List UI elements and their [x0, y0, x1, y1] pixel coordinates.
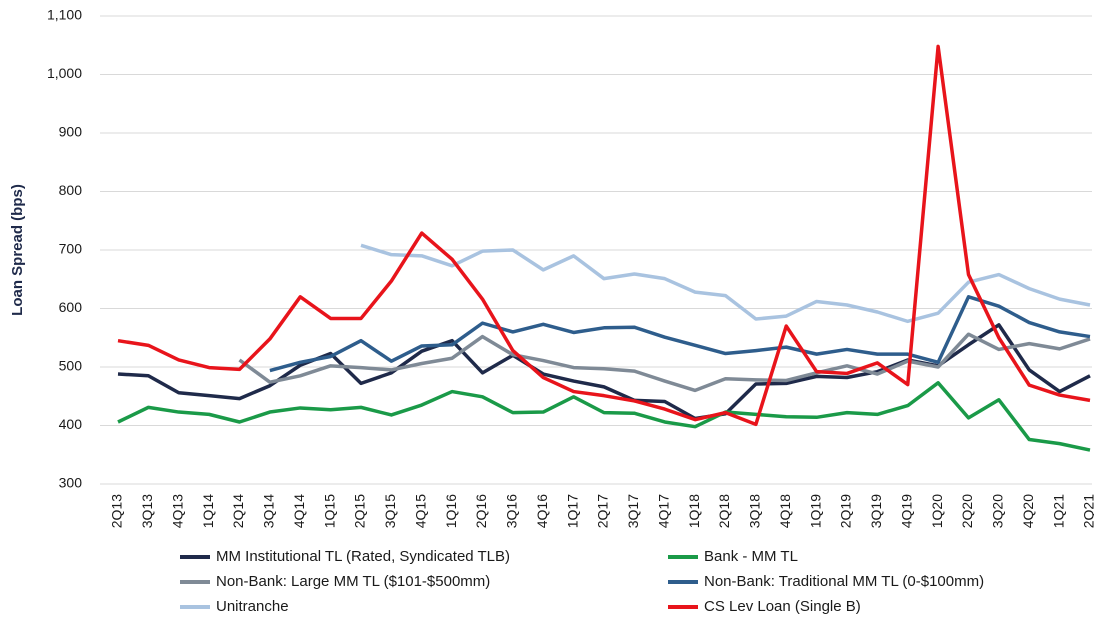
x-tick-label: 4Q14: [291, 494, 307, 528]
x-tick-label: 3Q14: [261, 494, 277, 528]
x-tick-label: 4Q15: [412, 494, 428, 528]
x-tick-label: 1Q15: [321, 494, 337, 528]
x-tick-label: 1Q19: [807, 494, 823, 528]
x-tick-label: 1Q17: [564, 494, 580, 528]
y-tick-label: 800: [59, 182, 83, 198]
y-tick-label: 300: [59, 475, 83, 491]
x-tick-label: 1Q20: [929, 494, 945, 528]
x-tick-label: 2Q13: [109, 494, 125, 528]
series-line: [360, 243, 1091, 324]
x-tick-label: 3Q16: [504, 494, 520, 528]
x-tick-label: 4Q13: [169, 494, 185, 528]
x-tick-label: 4Q20: [1020, 494, 1036, 528]
y-tick-label: 1,100: [47, 7, 82, 23]
x-tick-label: 3Q20: [990, 494, 1006, 528]
x-tick-label: 2Q19: [838, 494, 854, 528]
x-tick-label: 4Q18: [777, 494, 793, 528]
x-tick-label: 1Q18: [686, 494, 702, 528]
legend-label: Unitranche: [216, 598, 289, 615]
legend-label: CS Lev Loan (Single B): [704, 598, 861, 615]
y-axis-label: Loan Spread (bps): [9, 184, 26, 316]
x-tick-label: 1Q16: [443, 494, 459, 528]
series-line: [117, 44, 1091, 427]
x-tick-label: 2Q17: [595, 494, 611, 528]
legend-label: Non-Bank: Large MM TL ($101-$500mm): [216, 573, 490, 590]
y-tick-label: 700: [59, 241, 83, 257]
x-tick-label: 2Q21: [1081, 494, 1094, 528]
x-tick-label: 2Q15: [352, 494, 368, 528]
x-tick-label: 2Q14: [230, 494, 246, 528]
x-tick-label: 3Q18: [747, 494, 763, 528]
x-tick-label: 3Q13: [139, 494, 155, 528]
y-tick-label: 1,000: [47, 65, 82, 81]
x-tick-label: 3Q17: [625, 494, 641, 528]
y-tick-label: 500: [59, 358, 83, 374]
x-tick-label: 2Q20: [959, 494, 975, 528]
y-tick-label: 900: [59, 124, 83, 140]
y-tick-label: 600: [59, 299, 83, 315]
x-tick-label: 4Q16: [534, 494, 550, 528]
x-tick-label: 2Q16: [473, 494, 489, 528]
series-line: [238, 332, 1091, 393]
series-line: [117, 323, 1091, 421]
x-tick-label: 3Q19: [868, 494, 884, 528]
x-tick-label: 1Q14: [200, 494, 216, 528]
series-line: [269, 295, 1091, 373]
x-tick-label: 4Q19: [898, 494, 914, 528]
series-line: [117, 381, 1091, 452]
x-tick-label: 3Q15: [382, 494, 398, 528]
x-tick-label: 4Q17: [655, 494, 671, 528]
x-tick-label: 2Q18: [716, 494, 732, 528]
legend-label: MM Institutional TL (Rated, Syndicated T…: [216, 548, 510, 565]
legend-label: Bank - MM TL: [704, 548, 798, 565]
legend-label: Non-Bank: Traditional MM TL (0-$100mm): [704, 573, 984, 590]
y-tick-label: 400: [59, 416, 83, 432]
x-tick-label: 1Q21: [1050, 494, 1066, 528]
